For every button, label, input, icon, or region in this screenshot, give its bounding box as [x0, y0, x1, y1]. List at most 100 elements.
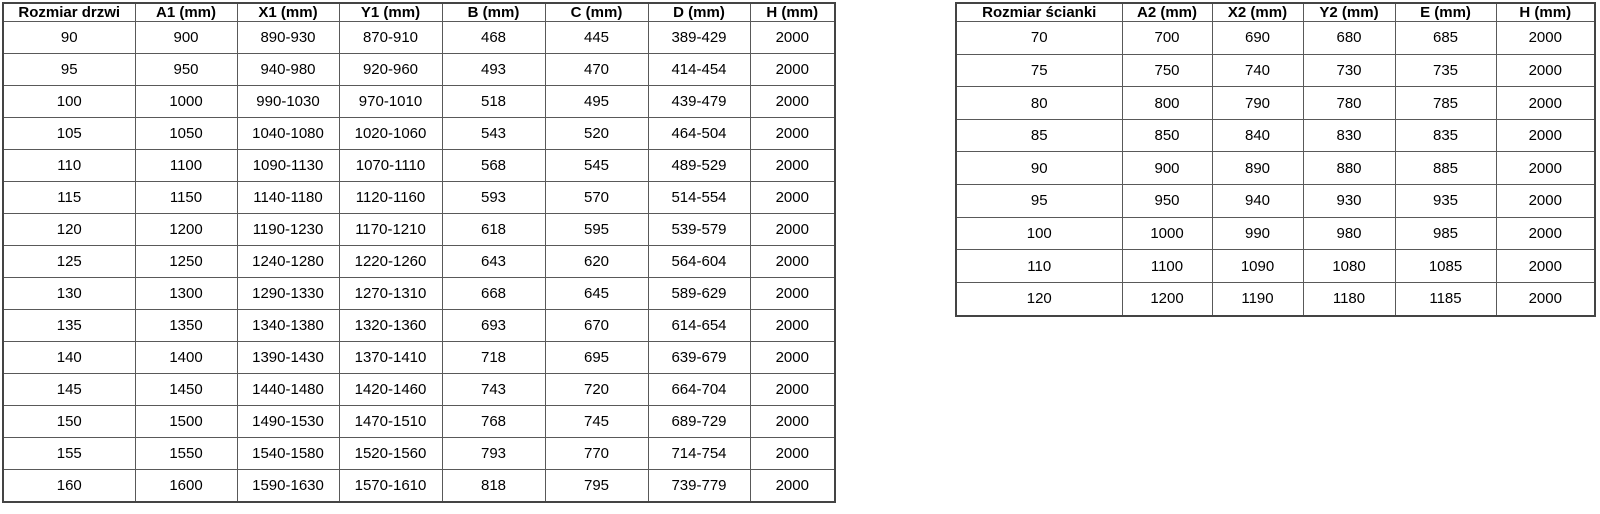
table-row: 90 900 890 880 885 2000 [955, 151, 1596, 186]
wall-size-table: Rozmiar ścianki A2 (mm) X2 (mm) Y2 (mm) E (m… [955, 2, 1596, 317]
table-cell: 850 [1121, 118, 1213, 153]
table-cell: 730 [1302, 53, 1396, 88]
column-header: H (mm) [1495, 2, 1596, 22]
table-cell: 890 [1211, 151, 1304, 186]
table-cell: 595 [544, 212, 649, 246]
table-cell: 1150 [134, 180, 238, 214]
table-row: 100 1000 990-1030 970-1010 518 495 439-479 2000 [2, 84, 836, 118]
wall-table-head: Rozmiar ścianki A2 (mm) X2 (mm) Y2 (mm) E (m… [955, 2, 1596, 22]
table-row: 150 1500 1490-1530 1470-1510 768 745 689-729 20… [2, 404, 836, 438]
table-cell: 470 [544, 52, 649, 86]
table-cell: 689-729 [647, 404, 751, 438]
table-cell: 1050 [134, 116, 238, 150]
table-cell: 110 [2, 148, 136, 182]
table-cell: 2000 [749, 116, 836, 150]
table-cell: 1190 [1211, 281, 1304, 317]
table-cell: 2000 [1495, 151, 1596, 186]
table-cell: 2000 [749, 212, 836, 246]
column-header: Rozmiar ścianki [955, 2, 1123, 22]
table-cell: 1490-1530 [236, 404, 340, 438]
table-cell: 85 [955, 118, 1123, 153]
table-cell: 2000 [749, 52, 836, 86]
table-row: 90 900 890-930 870-910 468 445 389-429 2000 [2, 21, 836, 54]
table-cell: 2000 [749, 404, 836, 438]
table-cell: 2000 [749, 372, 836, 406]
table-row: 120 1200 1190 1180 1185 2000 [955, 281, 1596, 317]
table-cell: 2000 [1495, 53, 1596, 88]
table-cell: 2000 [749, 180, 836, 214]
column-header: A1 (mm) [134, 2, 238, 22]
table-cell: 1370-1410 [338, 340, 443, 374]
table-cell: 160 [2, 468, 136, 503]
door-size-table: Rozmiar drzwi A1 (mm) X1 (mm) Y1 (mm) B (mm)… [2, 2, 836, 503]
table-cell: 930 [1302, 184, 1396, 218]
table-row: 115 1150 1140-1180 1120-1160 593 570 514-554 20… [2, 180, 836, 214]
table-cell: 1040-1080 [236, 116, 340, 150]
table-cell: 618 [441, 212, 546, 246]
table-cell: 720 [544, 372, 649, 406]
table-cell: 2000 [1495, 118, 1596, 153]
table-cell: 1300 [134, 276, 238, 310]
table-cell: 2000 [749, 340, 836, 374]
table-cell: 1140-1180 [236, 180, 340, 214]
table-row: 110 1100 1090-1130 1070-1110 568 545 489-529 20… [2, 148, 836, 182]
table-cell: 795 [544, 468, 649, 503]
table-cell: 818 [441, 468, 546, 503]
table-cell: 1340-1380 [236, 308, 340, 342]
table-cell: 695 [544, 340, 649, 374]
table-cell: 718 [441, 340, 546, 374]
table-cell: 700 [1121, 21, 1213, 55]
table-cell: 940-980 [236, 52, 340, 86]
table-cell: 155 [2, 436, 136, 470]
table-cell: 389-429 [647, 21, 751, 54]
table-cell: 1000 [1121, 216, 1213, 251]
column-header: B (mm) [441, 2, 546, 22]
table-cell: 1180 [1302, 281, 1396, 317]
table-cell: 890-930 [236, 21, 340, 54]
table-cell: 439-479 [647, 84, 751, 118]
column-header: C (mm) [544, 2, 649, 22]
table-cell: 768 [441, 404, 546, 438]
table-cell: 1570-1610 [338, 468, 443, 503]
table-cell: 120 [2, 212, 136, 246]
table-cell: 1450 [134, 372, 238, 406]
table-cell: 840 [1211, 118, 1304, 153]
column-header: A2 (mm) [1121, 2, 1213, 22]
table-cell: 2000 [749, 436, 836, 470]
column-header: Rozmiar drzwi [2, 2, 136, 22]
column-header: X1 (mm) [236, 2, 340, 22]
table-cell: 1400 [134, 340, 238, 374]
table-row: 155 1550 1540-1580 1520-1560 793 770 714-754 20… [2, 436, 836, 470]
table-cell: 468 [441, 21, 546, 54]
table-cell: 115 [2, 180, 136, 214]
table-cell: 495 [544, 84, 649, 118]
table-cell: 885 [1394, 151, 1497, 186]
table-cell: 589-629 [647, 276, 751, 310]
table-cell: 735 [1394, 53, 1497, 88]
table-cell: 135 [2, 308, 136, 342]
table-cell: 750 [1121, 53, 1213, 88]
table-cell: 980 [1302, 216, 1396, 251]
table-cell: 2000 [749, 21, 836, 54]
table-cell: 1000 [134, 84, 238, 118]
table-cell: 1090 [1211, 249, 1304, 283]
table-cell: 1590-1630 [236, 468, 340, 503]
table-cell: 2000 [749, 468, 836, 503]
table-cell: 543 [441, 116, 546, 150]
table-cell: 70 [955, 21, 1123, 55]
table-cell: 545 [544, 148, 649, 182]
table-cell: 680 [1302, 21, 1396, 55]
table-cell: 690 [1211, 21, 1304, 55]
table-cell: 1520-1560 [338, 436, 443, 470]
table-cell: 1085 [1394, 249, 1497, 283]
table-cell: 520 [544, 116, 649, 150]
table-cell: 740 [1211, 53, 1304, 88]
table-cell: 105 [2, 116, 136, 150]
table-cell: 564-604 [647, 244, 751, 278]
table-cell: 1090-1130 [236, 148, 340, 182]
table-cell: 2000 [749, 308, 836, 342]
table-cell: 120 [955, 281, 1123, 317]
table-cell: 90 [2, 21, 136, 54]
table-cell: 685 [1394, 21, 1497, 55]
